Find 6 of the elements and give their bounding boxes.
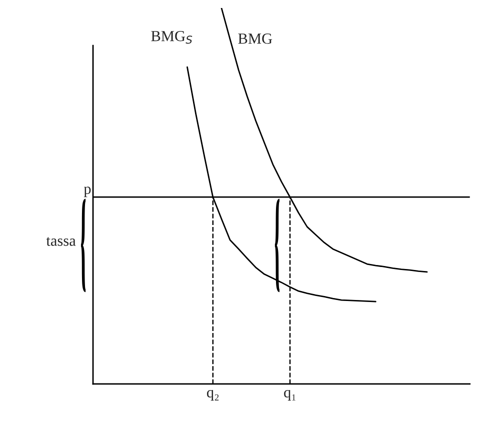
x-tick-label: q₁ [284,390,296,401]
ref-line-label: p [84,186,91,198]
x-tick-label: q₂ [206,390,219,401]
series-label: BMG$_{S}$ [151,30,192,44]
series-label: BMG [238,34,272,44]
text: tassa [46,237,76,246]
